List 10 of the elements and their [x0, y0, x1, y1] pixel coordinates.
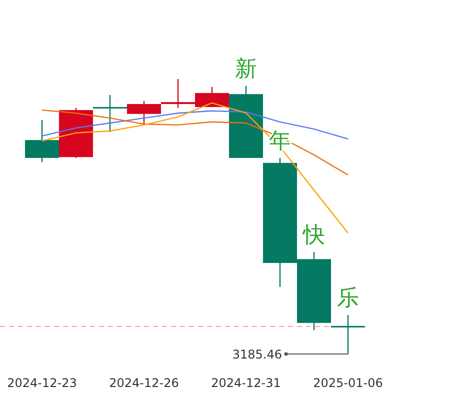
candlestick — [93, 94, 127, 133]
x-tick-label: 2025-01-06 — [313, 376, 383, 390]
candlestick — [331, 314, 365, 355]
annotation: 3185.46 — [232, 348, 282, 362]
annotation: 快 — [302, 222, 325, 248]
x-tick-label: 2024-12-31 — [211, 376, 281, 390]
x-tick-label: 2024-12-23 — [7, 376, 77, 390]
x-tick-label: 2024-12-26 — [109, 376, 179, 390]
annotation: 新 — [235, 56, 257, 82]
annotation: 乐 — [337, 286, 359, 311]
